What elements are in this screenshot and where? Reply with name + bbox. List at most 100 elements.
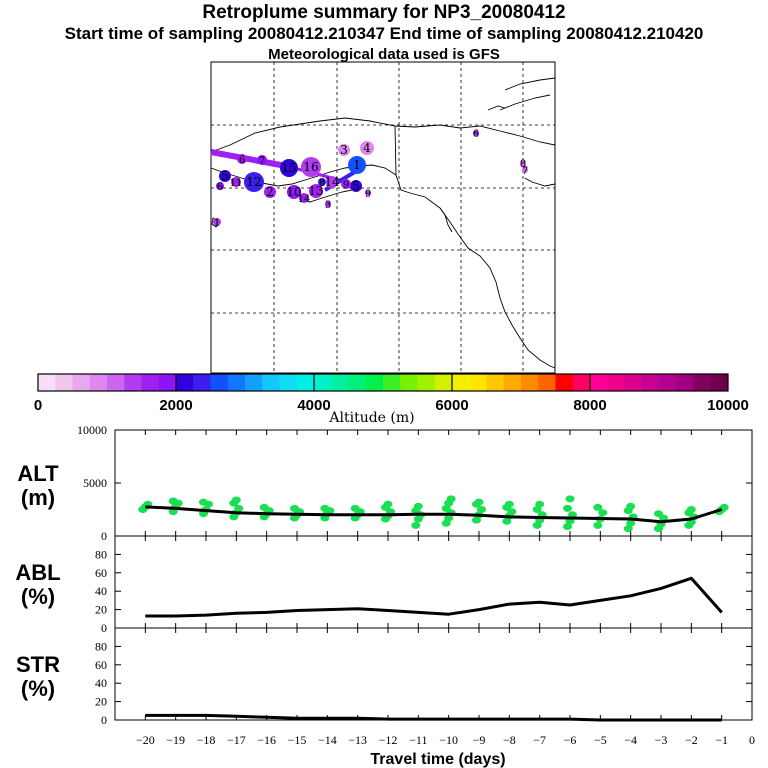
x-tick-label: −8 bbox=[503, 733, 516, 747]
alt-sample-point bbox=[383, 500, 393, 508]
trajectory-cluster-marker bbox=[257, 155, 267, 165]
alt-sample-point bbox=[259, 503, 269, 511]
alt-sample-point bbox=[686, 506, 696, 513]
alt-sample-point bbox=[411, 521, 421, 529]
y-tick-label: 0 bbox=[101, 713, 107, 727]
cluster-day-label: 3 bbox=[325, 200, 331, 211]
cluster-day-label: 6 bbox=[239, 155, 245, 166]
cluster-day-label: 6 bbox=[217, 182, 223, 193]
alt-sample-point bbox=[563, 504, 572, 512]
trajectory-cluster-marker bbox=[360, 141, 374, 155]
colorbar-swatch bbox=[503, 374, 522, 391]
cluster-day-label: 13 bbox=[308, 184, 323, 198]
colorbar-swatch bbox=[331, 374, 349, 391]
map-coastlines bbox=[210, 77, 556, 369]
colorbar-swatch bbox=[38, 374, 56, 391]
trajectory-cluster-marker bbox=[520, 160, 526, 166]
trajectory-cluster-marker bbox=[338, 144, 350, 156]
sampling-times: Start time of sampling 20080412.210347 E… bbox=[64, 24, 704, 43]
alt-sample-point bbox=[654, 510, 663, 518]
alt-sample-point bbox=[719, 503, 729, 511]
panel-alt: 0 5000 10000 ALT(m) bbox=[17, 423, 753, 543]
trajectory-cluster-marker bbox=[301, 157, 321, 177]
colorbar-swatch bbox=[641, 374, 660, 391]
panel-ylabel: ALT bbox=[17, 461, 59, 486]
cluster-day-label: 10 bbox=[286, 185, 301, 199]
colorbar-swatch bbox=[262, 374, 280, 391]
trajectory-cluster-marker bbox=[280, 159, 298, 177]
colorbar-swatch bbox=[607, 374, 625, 391]
panel-ylabel-unit: (%) bbox=[21, 584, 55, 609]
y-tick-label: 80 bbox=[95, 547, 107, 561]
x-tick-label: −7 bbox=[533, 733, 546, 747]
x-tick-label: −14 bbox=[318, 733, 337, 747]
colorbar-swatch bbox=[124, 374, 142, 391]
cluster-day-label: 8 bbox=[520, 159, 526, 170]
alt-sample-point bbox=[623, 525, 633, 533]
alt-sample-point bbox=[413, 502, 423, 510]
time-series-panels: 0500010000ALT(m)020406080ABL(%)020406080… bbox=[15, 423, 755, 747]
y-tick-label: 0 bbox=[101, 621, 107, 635]
cluster-day-label: 14 bbox=[298, 194, 311, 205]
trajectory-cluster-marker bbox=[348, 156, 366, 174]
cluster-day-label: 5 bbox=[221, 169, 229, 183]
x-axis-label: Travel time (days) bbox=[370, 751, 505, 768]
cluster-day-label: 2 bbox=[266, 185, 274, 199]
colorbar-swatch bbox=[210, 374, 229, 391]
x-tick-label: −10 bbox=[439, 733, 458, 747]
colorbar-swatch bbox=[400, 374, 418, 391]
abl-series-line bbox=[145, 576, 723, 618]
alt-sample-point bbox=[231, 496, 241, 504]
alt-sample-point bbox=[593, 521, 603, 529]
alt-sample-point bbox=[474, 498, 484, 506]
alt-sample-point bbox=[532, 506, 542, 513]
colorbar-swatch bbox=[469, 374, 487, 391]
colorbar-tick-label: 10000 bbox=[707, 397, 749, 414]
colorbar-swatch bbox=[710, 374, 729, 391]
trajectory-cluster-marker bbox=[473, 130, 479, 136]
x-tick-label: −5 bbox=[594, 733, 607, 747]
x-tick-label: −4 bbox=[624, 733, 637, 747]
trajectory-cluster-marker bbox=[309, 184, 323, 198]
colorbar-swatch bbox=[693, 374, 712, 391]
y-tick-label: 5000 bbox=[83, 476, 107, 490]
cluster-day-label: 16 bbox=[303, 160, 318, 174]
y-tick-label: 40 bbox=[95, 584, 107, 598]
cluster-day-label: 11 bbox=[230, 178, 243, 189]
colorbar-swatch bbox=[176, 374, 194, 391]
x-tick-label: −3 bbox=[655, 733, 668, 747]
colorbar-swatch bbox=[659, 374, 677, 391]
trajectory-cluster-marker bbox=[326, 176, 338, 188]
colorbar-swatch bbox=[538, 374, 556, 391]
colorbar-swatch bbox=[227, 374, 246, 391]
panel-ylabel-unit: (m) bbox=[21, 485, 55, 510]
cluster-day-label: 12 bbox=[246, 175, 261, 189]
colorbar-swatch bbox=[452, 374, 470, 391]
x-tick-label: −15 bbox=[288, 733, 307, 747]
colorbar-tick-label: 4000 bbox=[297, 397, 330, 414]
x-tick-label: −19 bbox=[166, 733, 185, 747]
trajectory-cluster-marker bbox=[213, 218, 221, 226]
map-frame bbox=[210, 61, 556, 374]
cluster-day-label: 15 bbox=[281, 161, 296, 175]
trajectory-cluster-marker bbox=[365, 190, 371, 196]
alt-sample-point bbox=[626, 519, 636, 527]
colorbar-swatch bbox=[365, 374, 384, 391]
panel-abl: 0 20 40 60 80 ABL(%) bbox=[15, 535, 753, 635]
x-tick-label: −16 bbox=[257, 733, 276, 747]
colorbar-swatch bbox=[55, 374, 73, 391]
y-tick-label: 10000 bbox=[77, 423, 107, 437]
x-tick-label: −12 bbox=[379, 733, 398, 747]
y-tick-label: 80 bbox=[95, 639, 107, 653]
x-tick-label: 0 bbox=[749, 733, 755, 747]
colorbar-swatch bbox=[348, 374, 367, 391]
colorbar-swatch bbox=[89, 374, 108, 391]
colorbar-tick-label: 0 bbox=[34, 397, 42, 414]
alt-sample-point bbox=[441, 519, 451, 527]
colorbar-swatch bbox=[245, 374, 263, 391]
trajectory-cluster-marker bbox=[325, 201, 331, 207]
alt-sample-point bbox=[290, 504, 299, 512]
alt-sample-point bbox=[598, 509, 608, 517]
cluster-day-label: 3 bbox=[340, 143, 348, 157]
trajectory-cluster-marker bbox=[237, 154, 247, 164]
